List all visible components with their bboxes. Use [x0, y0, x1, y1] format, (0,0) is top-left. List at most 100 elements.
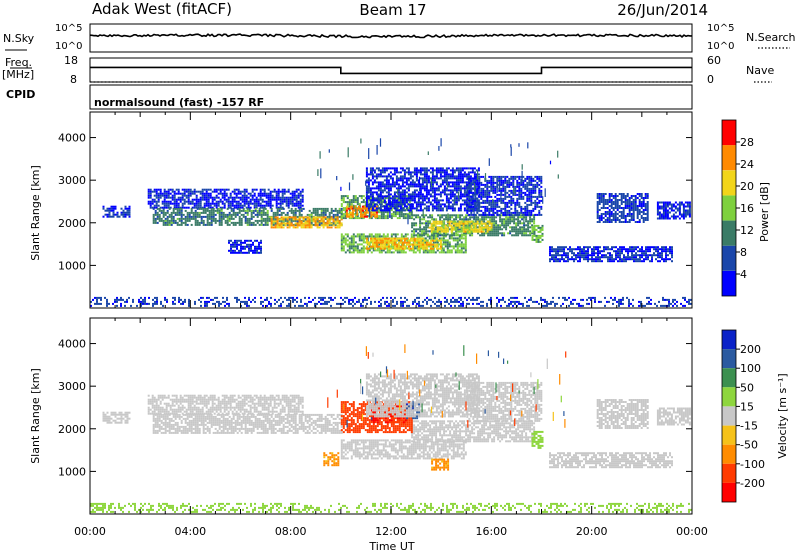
data-cell — [526, 186, 528, 188]
data-cell — [170, 197, 172, 199]
data-cell — [150, 189, 152, 191]
data-cell — [476, 198, 478, 200]
data-cell — [549, 260, 551, 262]
data-cell — [478, 204, 480, 206]
data-cell — [188, 207, 190, 209]
data-cell — [275, 214, 277, 216]
data-cell — [277, 220, 279, 222]
data-cell — [211, 218, 213, 220]
data-cell — [428, 199, 430, 201]
data-cell — [323, 212, 325, 214]
data-cell — [166, 193, 168, 195]
data-cell — [533, 218, 535, 220]
data-cell — [176, 203, 178, 205]
data-cell — [513, 220, 515, 222]
data-cell — [410, 177, 412, 179]
data-cell — [248, 203, 250, 205]
data-cell — [488, 200, 490, 202]
data-cell — [372, 201, 374, 203]
data-cell — [621, 246, 623, 248]
data-cell — [244, 191, 246, 193]
data-cell — [374, 179, 376, 181]
data-cell — [341, 195, 343, 197]
data-cell — [601, 254, 603, 256]
data-cell — [165, 214, 167, 216]
data-cell — [458, 209, 460, 211]
data-cell — [428, 197, 430, 199]
data-cell — [429, 221, 431, 223]
data-cell — [261, 224, 263, 226]
data-cell — [455, 216, 457, 218]
data-cell — [368, 183, 370, 185]
data-cell — [374, 209, 376, 211]
data-cell — [246, 191, 248, 193]
data-cell — [665, 248, 667, 250]
data-cell — [382, 238, 384, 240]
data-cell — [414, 199, 416, 201]
data-cell — [402, 244, 404, 246]
data-cell — [233, 224, 235, 226]
data-cell — [464, 195, 466, 197]
data-cell — [601, 193, 603, 195]
data-cell — [346, 208, 348, 210]
data-cell — [424, 246, 426, 248]
data-cell — [520, 206, 522, 208]
data-cell — [540, 194, 542, 196]
data-cell — [185, 222, 187, 224]
data-cell — [374, 242, 376, 244]
data-cell — [260, 193, 262, 195]
data-cell — [224, 205, 226, 207]
data-cell — [619, 258, 621, 260]
data-cell — [520, 196, 522, 198]
data-cell — [225, 214, 227, 216]
data-cell — [231, 216, 233, 218]
data-cell — [212, 201, 214, 203]
data-cell — [515, 228, 517, 230]
data-cell — [180, 193, 182, 195]
data-cell — [113, 214, 115, 216]
data-cell — [450, 169, 452, 171]
data-cell — [540, 208, 542, 210]
data-cell — [538, 196, 540, 198]
data-cell — [627, 256, 629, 258]
data-cell — [637, 260, 639, 262]
data-cell — [442, 203, 444, 205]
data-cell — [335, 216, 337, 218]
data-cell — [379, 211, 381, 213]
data-cell — [464, 203, 466, 205]
data-cell — [468, 196, 470, 198]
data-cell — [179, 224, 181, 226]
data-cell — [534, 176, 536, 178]
data-cell — [585, 252, 587, 254]
data-cell — [329, 216, 331, 218]
data-cell — [438, 240, 440, 242]
data-cell — [528, 182, 530, 184]
data-cell — [438, 209, 440, 211]
data-cell — [567, 252, 569, 254]
data-cell — [641, 260, 643, 262]
data-cell — [436, 173, 438, 175]
data-cell — [241, 224, 243, 226]
data-cell — [418, 205, 420, 207]
data-cell — [412, 183, 414, 185]
data-cell — [501, 232, 503, 234]
data-cell — [440, 246, 442, 248]
data-cell — [188, 201, 190, 203]
data-cell — [499, 228, 501, 230]
data-cell — [188, 197, 190, 199]
data-cell — [426, 195, 428, 197]
data-cell — [493, 234, 495, 236]
data-cell — [297, 218, 299, 220]
data-cell — [368, 242, 370, 244]
data-cell — [429, 237, 431, 239]
data-cell — [341, 224, 343, 226]
data-cell — [538, 188, 540, 190]
data-cell — [368, 248, 370, 250]
data-cell — [170, 201, 172, 203]
data-cell — [377, 249, 379, 251]
data-cell — [284, 191, 286, 193]
data-cell — [383, 215, 385, 217]
data-cell — [309, 214, 311, 216]
data-cell — [415, 224, 417, 226]
data-cell — [372, 242, 374, 244]
